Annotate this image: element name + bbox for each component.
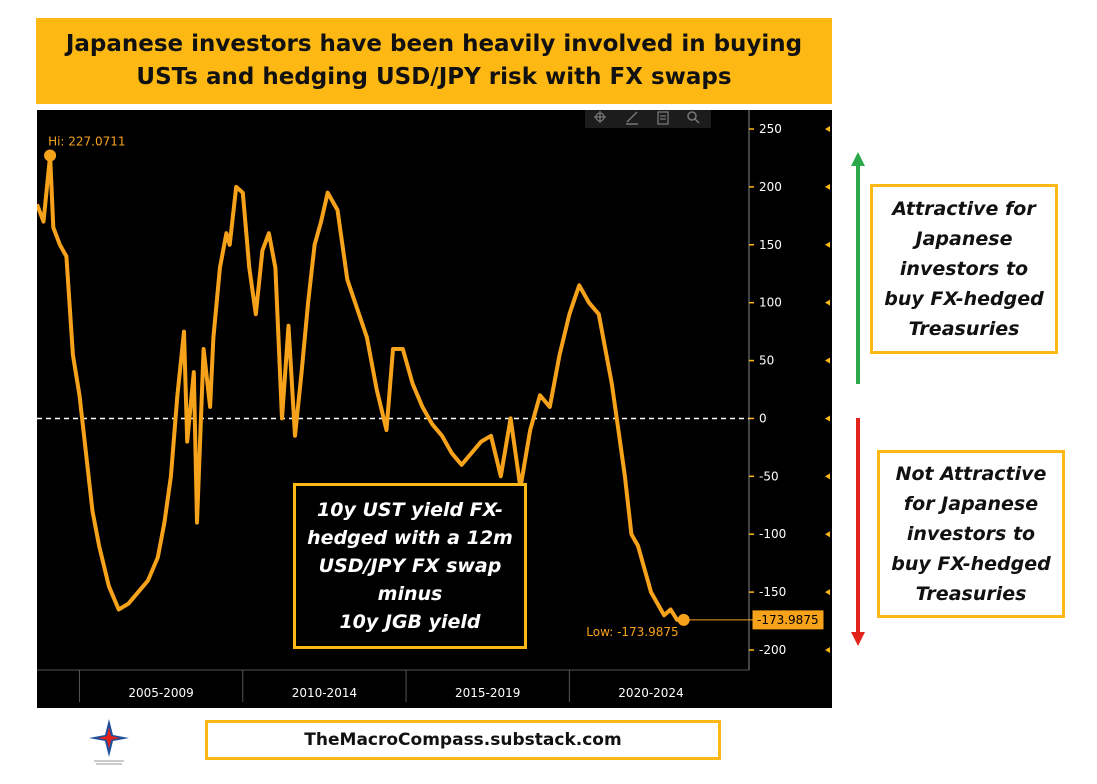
y-tick-marker (825, 183, 830, 190)
notes-icon[interactable] (657, 111, 669, 125)
y-tick-marker (825, 415, 830, 422)
title-banner: Japanese investors have been heavily inv… (36, 18, 832, 104)
y-tick-marker (825, 126, 830, 132)
y-tick-marker (825, 531, 830, 538)
up-arrow-icon (851, 152, 865, 384)
source-footer: TheMacroCompass.substack.com (205, 720, 721, 760)
y-tick-label: 250 (759, 122, 782, 136)
y-tick-label: 200 (759, 180, 782, 194)
chart-toolbar (585, 110, 711, 128)
line-chart: 250 200 150 100 50 0 -50 -100 -150 -200 2005-2009… (37, 110, 830, 702)
crosshair-icon[interactable] (594, 111, 606, 123)
down-arrow-icon (851, 418, 865, 646)
y-tick-marker (825, 299, 830, 306)
x-period-label: 2015-2019 (455, 686, 520, 700)
x-period-label: 2020-2024 (618, 686, 683, 700)
y-tick-label: 150 (759, 238, 782, 252)
y-tick-label: -100 (759, 527, 786, 541)
y-tick-marker (825, 589, 830, 596)
attractive-text: Attractive for Japanese investors to buy… (884, 198, 1044, 340)
y-tick-label: 50 (759, 354, 774, 368)
x-period-label: 2010-2014 (292, 686, 357, 700)
series-line (37, 153, 684, 622)
hi-marker (44, 149, 57, 162)
y-tick-label: 0 (759, 411, 767, 425)
attractive-annotation: Attractive for Japanese investors to buy… (870, 184, 1058, 354)
pencil-icon[interactable] (626, 111, 638, 125)
direction-arrows (851, 152, 865, 646)
last-value-tag-text: -173.9875 (757, 613, 819, 627)
y-tick-marker (825, 647, 830, 653)
not-attractive-text: Not Attractive for Japanese investors to… (891, 463, 1051, 605)
y-tick-label: -150 (759, 585, 786, 599)
y-tick-label: 100 (759, 296, 782, 310)
logo-compass-icon (84, 713, 134, 767)
y-tick-label: -200 (759, 643, 786, 657)
not-attractive-annotation: Not Attractive for Japanese investors to… (877, 450, 1065, 618)
series-description-box: 10y UST yield FX- hedged with a 12m USD/… (293, 483, 527, 649)
y-tick-marker (825, 357, 830, 364)
hi-label: Hi: 227.0711 (48, 135, 125, 149)
y-tick-marker (825, 241, 830, 248)
low-label: Low: -173.9875 (586, 625, 678, 639)
x-period-label: 2005-2009 (128, 686, 193, 700)
series-description: 10y UST yield FX- hedged with a 12m USD/… (307, 499, 513, 633)
last-value-tag (752, 610, 824, 630)
source-link[interactable]: TheMacroCompass.substack.com (304, 730, 622, 750)
page-title: Japanese investors have been heavily inv… (65, 31, 803, 90)
y-tick-marker (825, 473, 830, 480)
y-tick-label: -50 (759, 469, 779, 483)
magnifier-icon[interactable] (687, 111, 700, 124)
